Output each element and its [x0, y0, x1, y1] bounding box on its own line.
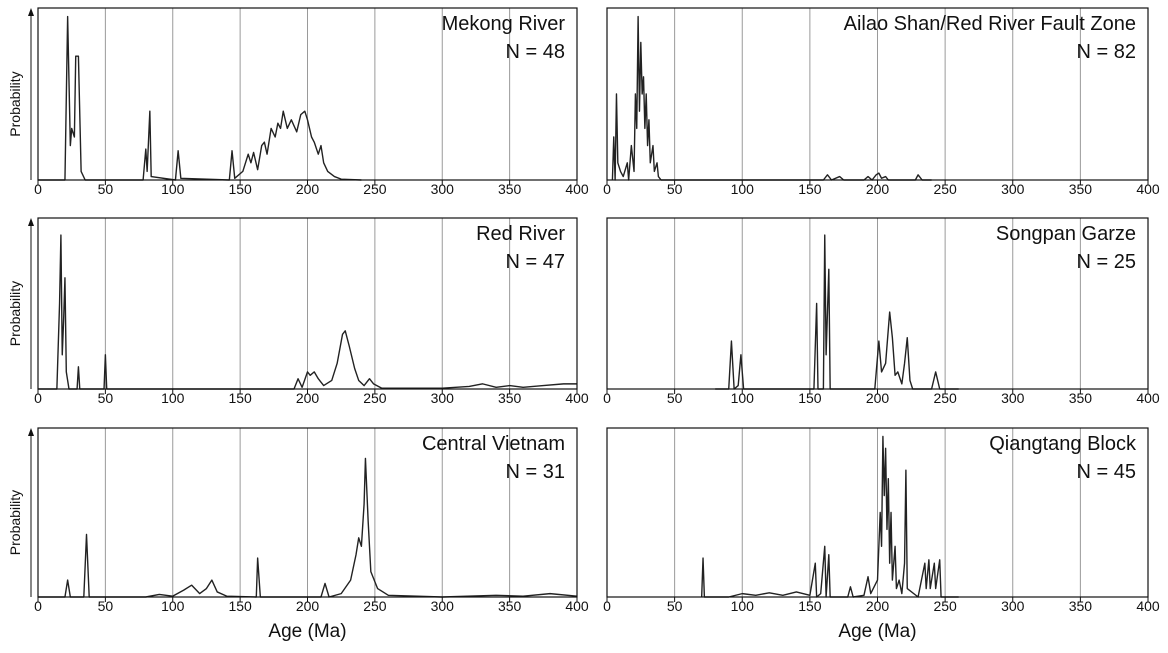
x-tick-label: 250 — [363, 181, 387, 197]
x-tick-label: 250 — [363, 390, 387, 406]
x-tick-label: 300 — [1001, 390, 1025, 406]
x-tick-label: 200 — [296, 390, 320, 406]
x-tick-label: 150 — [228, 598, 252, 614]
x-tick-label: 200 — [866, 181, 890, 197]
x-tick-label: 50 — [667, 181, 683, 197]
x-tick-label: 350 — [1069, 598, 1093, 614]
y-axis-label: Probability — [7, 281, 23, 346]
plot-frame — [37, 7, 578, 181]
plot-frame — [37, 217, 578, 390]
x-tick-label: 0 — [603, 598, 611, 614]
x-tick-label: 150 — [798, 390, 822, 406]
plot-frame — [606, 7, 1149, 181]
sample-count: N = 45 — [1077, 461, 1136, 483]
sample-count: N = 48 — [506, 41, 565, 63]
x-tick-label: 300 — [1001, 598, 1025, 614]
y-arrow-head — [28, 8, 34, 16]
panel-title: Central Vietnam — [422, 433, 565, 455]
x-tick-label: 350 — [1069, 390, 1093, 406]
x-tick-label: 400 — [565, 390, 589, 406]
x-tick-label: 400 — [565, 598, 589, 614]
x-tick-label: 50 — [98, 181, 114, 197]
x-tick-label: 400 — [1136, 598, 1160, 614]
probability-curve — [38, 15, 362, 181]
x-tick-label: 100 — [731, 181, 755, 197]
x-tick-label: 200 — [866, 598, 890, 614]
x-tick-label: 300 — [431, 181, 455, 197]
x-tick-label: 50 — [667, 390, 683, 406]
plot-frame — [606, 217, 1149, 390]
x-tick-label: 350 — [498, 181, 522, 197]
x-tick-label: 300 — [431, 390, 455, 406]
x-tick-label: 100 — [161, 598, 185, 614]
x-tick-label: 50 — [98, 598, 114, 614]
x-tick-label: 150 — [798, 181, 822, 197]
x-tick-label: 250 — [933, 598, 957, 614]
x-tick-label: 0 — [34, 181, 42, 197]
sample-count: N = 25 — [1077, 251, 1136, 273]
x-tick-label: 150 — [228, 390, 252, 406]
x-tick-label: 250 — [933, 181, 957, 197]
probability-curve — [611, 15, 932, 181]
x-tick-label: 0 — [34, 390, 42, 406]
x-tick-label: 350 — [1069, 181, 1093, 197]
x-tick-label: 100 — [731, 390, 755, 406]
x-tick-label: 50 — [98, 390, 114, 406]
sample-count: N = 82 — [1077, 41, 1136, 63]
x-tick-label: 400 — [1136, 390, 1160, 406]
x-tick-label: 250 — [363, 598, 387, 614]
x-tick-label: 350 — [498, 390, 522, 406]
y-arrow-head — [28, 428, 34, 436]
sample-count: N = 31 — [506, 461, 565, 483]
x-tick-label: 100 — [161, 181, 185, 197]
plot-frame — [606, 427, 1149, 598]
y-arrow-head — [28, 218, 34, 226]
x-tick-label: 200 — [296, 181, 320, 197]
plot-frame — [37, 427, 578, 598]
y-axis-label: Probability — [7, 490, 23, 555]
x-tick-label: 100 — [161, 390, 185, 406]
x-tick-label: 0 — [603, 181, 611, 197]
panel-title: Qiangtang Block — [989, 433, 1137, 455]
x-tick-label: 300 — [431, 598, 455, 614]
x-tick-label: 50 — [667, 598, 683, 614]
x-tick-label: 250 — [933, 390, 957, 406]
x-axis-label: Age (Ma) — [268, 621, 346, 642]
x-tick-label: 150 — [798, 598, 822, 614]
x-tick-label: 100 — [731, 598, 755, 614]
x-axis-label: Age (Ma) — [838, 621, 916, 642]
x-tick-label: 0 — [34, 598, 42, 614]
panel-title: Mekong River — [442, 13, 566, 35]
sample-count: N = 47 — [506, 251, 565, 273]
panel-title: Red River — [476, 223, 565, 245]
probability-curve — [38, 234, 577, 390]
panel-title: Songpan Garze — [996, 223, 1136, 245]
probability-curve — [700, 435, 959, 598]
x-tick-label: 350 — [498, 598, 522, 614]
probability-curve — [715, 234, 959, 390]
y-axis-label: Probability — [7, 71, 23, 136]
x-tick-label: 300 — [1001, 181, 1025, 197]
x-tick-label: 200 — [296, 598, 320, 614]
x-tick-label: 0 — [603, 390, 611, 406]
x-tick-label: 400 — [565, 181, 589, 197]
x-tick-label: 200 — [866, 390, 890, 406]
x-tick-label: 150 — [228, 181, 252, 197]
panel-title: Ailao Shan/Red River Fault Zone — [844, 13, 1136, 35]
x-tick-label: 400 — [1136, 181, 1160, 197]
